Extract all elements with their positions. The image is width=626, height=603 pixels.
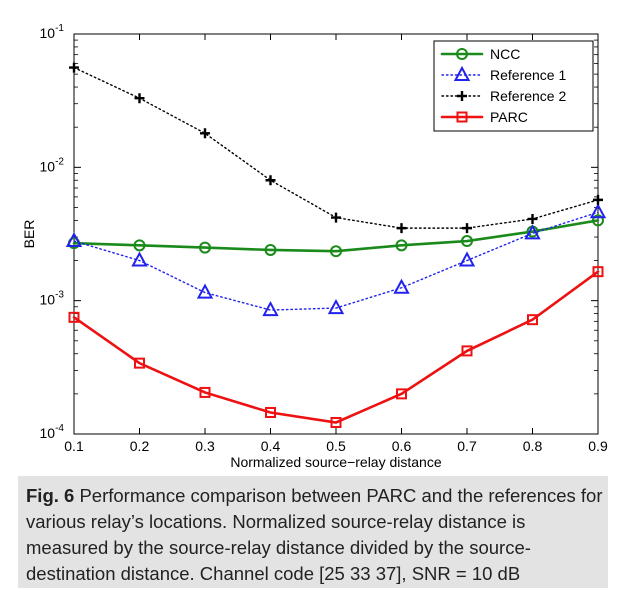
data-point — [133, 239, 146, 252]
data-point — [330, 416, 342, 428]
legend-label: Reference 2 — [490, 88, 566, 104]
data-point — [68, 311, 80, 323]
data-point — [69, 62, 79, 73]
y-tick-label: 10-4 — [40, 423, 65, 441]
data-point — [65, 231, 83, 248]
data-point — [461, 345, 473, 357]
x-tick-label: 0.3 — [195, 438, 215, 454]
x-tick-label: 0.6 — [392, 438, 412, 454]
caption-body: Performance comparison between PARC and … — [26, 485, 603, 584]
caption-label: Fig. 6 — [26, 485, 75, 506]
data-point — [589, 203, 607, 219]
y-tick-label: 10-3 — [40, 290, 65, 308]
data-point — [592, 266, 604, 278]
x-tick-label: 0.8 — [523, 438, 543, 454]
series-reference-2 — [69, 62, 603, 234]
legend-marker — [456, 48, 468, 60]
data-point — [527, 213, 538, 224]
legend-item: Reference 2 — [441, 88, 566, 104]
data-point — [458, 251, 476, 267]
data-point — [527, 314, 538, 326]
legend-marker — [457, 91, 467, 101]
data-point — [331, 212, 341, 223]
x-tick-label: 0.2 — [130, 438, 150, 454]
data-point — [524, 224, 541, 240]
y-axis-label: BER — [21, 220, 37, 249]
figure-caption: Fig. 6 Performance comparison between PA… — [18, 476, 608, 588]
data-point — [265, 175, 276, 186]
data-point — [264, 243, 277, 256]
data-point — [134, 357, 145, 369]
x-tick-label: 0.5 — [326, 438, 346, 454]
y-tick-label: 10-2 — [40, 156, 65, 174]
legend-label: Reference 1 — [490, 67, 566, 83]
x-tick-label: 0.9 — [588, 438, 608, 454]
y-tick-label: 10-1 — [40, 23, 65, 41]
series-line — [72, 270, 600, 424]
x-tick-label: 0.7 — [457, 438, 477, 454]
data-point — [593, 194, 603, 205]
x-axis-label: Normalized source−relay distance — [230, 454, 441, 470]
ber-chart: 0.1 0.2 0.3 0.4 0.5 0.6 0.7 0.8 0.9 10-1 10-2 10-3 1… — [21, 23, 608, 470]
data-point — [265, 406, 276, 418]
data-point — [461, 235, 473, 248]
data-point — [393, 278, 410, 294]
series-line — [73, 211, 599, 311]
legend-label: PARC — [490, 109, 528, 125]
data-point — [134, 93, 145, 104]
data-point — [199, 241, 211, 254]
data-point — [462, 223, 472, 234]
legend-label: NCC — [490, 46, 520, 62]
series-line — [72, 219, 600, 253]
x-tick-label: 0.4 — [261, 438, 281, 454]
data-point — [131, 251, 148, 267]
series-reference-1 — [65, 203, 607, 317]
series-ncc — [68, 214, 604, 258]
data-point — [592, 214, 604, 227]
legend-item: Reference 1 — [441, 65, 566, 83]
data-point — [196, 283, 214, 299]
data-point — [395, 239, 408, 252]
data-point — [262, 300, 279, 317]
data-point — [327, 298, 345, 315]
legend-marker — [456, 111, 468, 123]
caption-text: Fig. 6 Performance comparison between PA… — [26, 483, 606, 587]
data-point — [330, 245, 342, 258]
data-point — [199, 386, 211, 398]
legend-item: NCC — [440, 46, 520, 62]
legend-marker — [453, 65, 471, 81]
data-point — [396, 388, 407, 400]
x-tick-label: 0.1 — [64, 438, 84, 454]
series-parc — [68, 266, 604, 428]
legend-item: PARC — [440, 109, 528, 125]
data-point — [396, 223, 407, 234]
data-point — [200, 128, 210, 139]
